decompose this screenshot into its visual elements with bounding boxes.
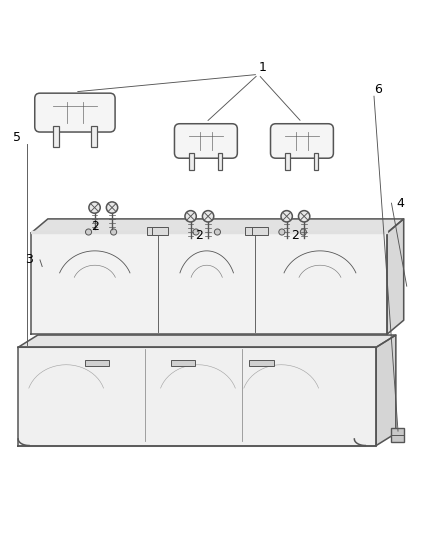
Bar <box>85 360 109 366</box>
Circle shape <box>281 211 292 222</box>
Circle shape <box>202 211 214 222</box>
Text: 2: 2 <box>291 229 299 241</box>
Circle shape <box>185 211 196 222</box>
Bar <box>314 152 318 170</box>
Bar <box>189 152 194 170</box>
Text: 2: 2 <box>91 220 99 233</box>
Bar <box>244 227 260 235</box>
Text: 2: 2 <box>195 229 203 241</box>
Text: 6: 6 <box>374 83 382 96</box>
Polygon shape <box>18 335 396 348</box>
Polygon shape <box>387 219 404 334</box>
Polygon shape <box>31 231 387 233</box>
Circle shape <box>300 229 307 235</box>
Polygon shape <box>31 233 387 334</box>
Circle shape <box>279 229 285 235</box>
Circle shape <box>193 229 199 235</box>
Polygon shape <box>376 335 396 446</box>
Bar <box>286 152 290 170</box>
Bar <box>152 227 168 235</box>
Polygon shape <box>31 219 404 233</box>
FancyBboxPatch shape <box>35 93 115 132</box>
Circle shape <box>89 202 100 213</box>
Circle shape <box>298 211 310 222</box>
Bar <box>91 126 97 147</box>
Bar <box>218 152 223 170</box>
Bar <box>249 360 274 366</box>
FancyBboxPatch shape <box>271 124 333 158</box>
Text: 5: 5 <box>13 131 21 144</box>
Bar <box>171 360 195 366</box>
Circle shape <box>110 229 117 235</box>
Circle shape <box>85 229 92 235</box>
Bar <box>252 227 268 235</box>
Bar <box>147 227 163 235</box>
FancyBboxPatch shape <box>174 124 237 158</box>
Text: 1: 1 <box>259 61 267 74</box>
Circle shape <box>214 229 220 235</box>
Text: 3: 3 <box>25 254 33 266</box>
Text: 4: 4 <box>396 197 404 209</box>
Bar <box>392 428 404 442</box>
Circle shape <box>106 202 118 213</box>
Polygon shape <box>18 348 376 446</box>
Bar <box>53 126 59 147</box>
